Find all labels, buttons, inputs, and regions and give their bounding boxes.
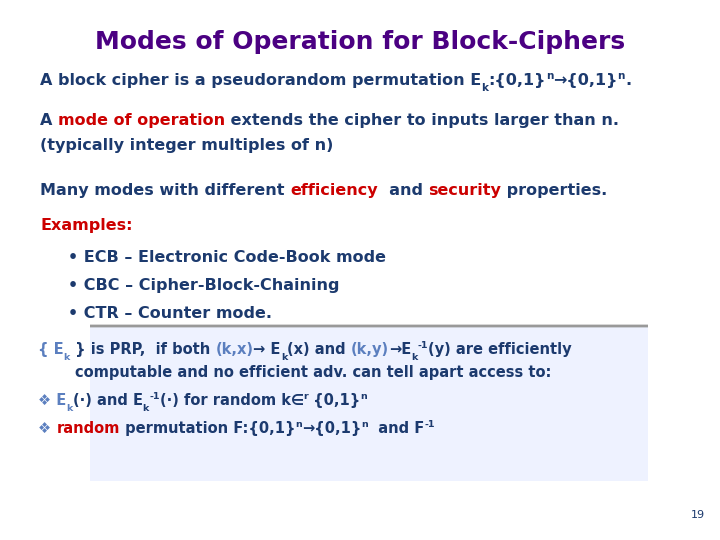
Text: • ECB – Electronic Code-Book mode: • ECB – Electronic Code-Book mode xyxy=(68,250,386,265)
Text: →{0,1}: →{0,1} xyxy=(553,73,618,88)
Text: random: random xyxy=(56,421,120,436)
Text: → E: → E xyxy=(253,342,281,357)
Text: • CBC – Cipher-Block-Chaining: • CBC – Cipher-Block-Chaining xyxy=(68,278,340,293)
Text: computable and no efficient adv. can tell apart access to:: computable and no efficient adv. can tel… xyxy=(75,365,552,380)
Text: -1: -1 xyxy=(418,341,428,350)
Text: (x) and: (x) and xyxy=(287,342,351,357)
Text: n: n xyxy=(361,392,367,401)
Text: k: k xyxy=(281,353,287,362)
Text: n: n xyxy=(618,71,625,80)
Text: Modes of Operation for Block-Ciphers: Modes of Operation for Block-Ciphers xyxy=(95,30,625,54)
Text: Examples:: Examples: xyxy=(40,218,132,233)
Text: extends the cipher to inputs larger than n.: extends the cipher to inputs larger than… xyxy=(225,113,619,128)
Text: n: n xyxy=(546,71,553,80)
Text: k: k xyxy=(66,404,73,413)
Text: {0,1}: {0,1} xyxy=(308,393,361,408)
Text: -1: -1 xyxy=(424,420,435,429)
Text: -1: -1 xyxy=(149,392,160,401)
Text: (k,x): (k,x) xyxy=(215,342,253,357)
Text: (y) are efficiently: (y) are efficiently xyxy=(428,342,572,357)
Text: efficiency: efficiency xyxy=(290,183,378,198)
Text: } is PRP,  if both: } is PRP, if both xyxy=(70,342,215,357)
Text: →{0,1}: →{0,1} xyxy=(302,421,361,436)
Text: 19: 19 xyxy=(691,510,705,520)
Text: Many modes with different: Many modes with different xyxy=(40,183,290,198)
Text: security: security xyxy=(428,183,501,198)
Text: :{0,1}: :{0,1} xyxy=(488,73,546,88)
Text: (·) for random k∈: (·) for random k∈ xyxy=(160,393,304,408)
Text: →E: →E xyxy=(389,342,411,357)
Text: k: k xyxy=(481,83,488,93)
Text: A block cipher is a pseudorandom permutation E: A block cipher is a pseudorandom permuta… xyxy=(40,73,481,88)
Text: properties.: properties. xyxy=(501,183,608,198)
Text: permutation F:{0,1}: permutation F:{0,1} xyxy=(120,421,295,436)
Text: k: k xyxy=(63,353,70,362)
Text: ❖ E: ❖ E xyxy=(38,393,66,408)
FancyBboxPatch shape xyxy=(20,326,701,530)
Text: n: n xyxy=(295,420,302,429)
Text: mode of operation: mode of operation xyxy=(58,113,225,128)
Text: r: r xyxy=(304,392,308,401)
Text: A: A xyxy=(40,113,58,128)
Text: and: and xyxy=(378,183,428,198)
Text: .: . xyxy=(625,73,631,88)
Text: n: n xyxy=(361,420,368,429)
Text: (·) and E: (·) and E xyxy=(73,393,143,408)
Text: { E: { E xyxy=(38,342,63,357)
Text: and F: and F xyxy=(368,421,424,436)
Text: (k,y): (k,y) xyxy=(351,342,389,357)
Text: k: k xyxy=(411,353,418,362)
Text: k: k xyxy=(143,404,149,413)
Text: (typically integer multiples of n): (typically integer multiples of n) xyxy=(40,138,333,153)
Text: ❖: ❖ xyxy=(38,421,56,436)
Text: • CTR – Counter mode.: • CTR – Counter mode. xyxy=(68,306,272,321)
